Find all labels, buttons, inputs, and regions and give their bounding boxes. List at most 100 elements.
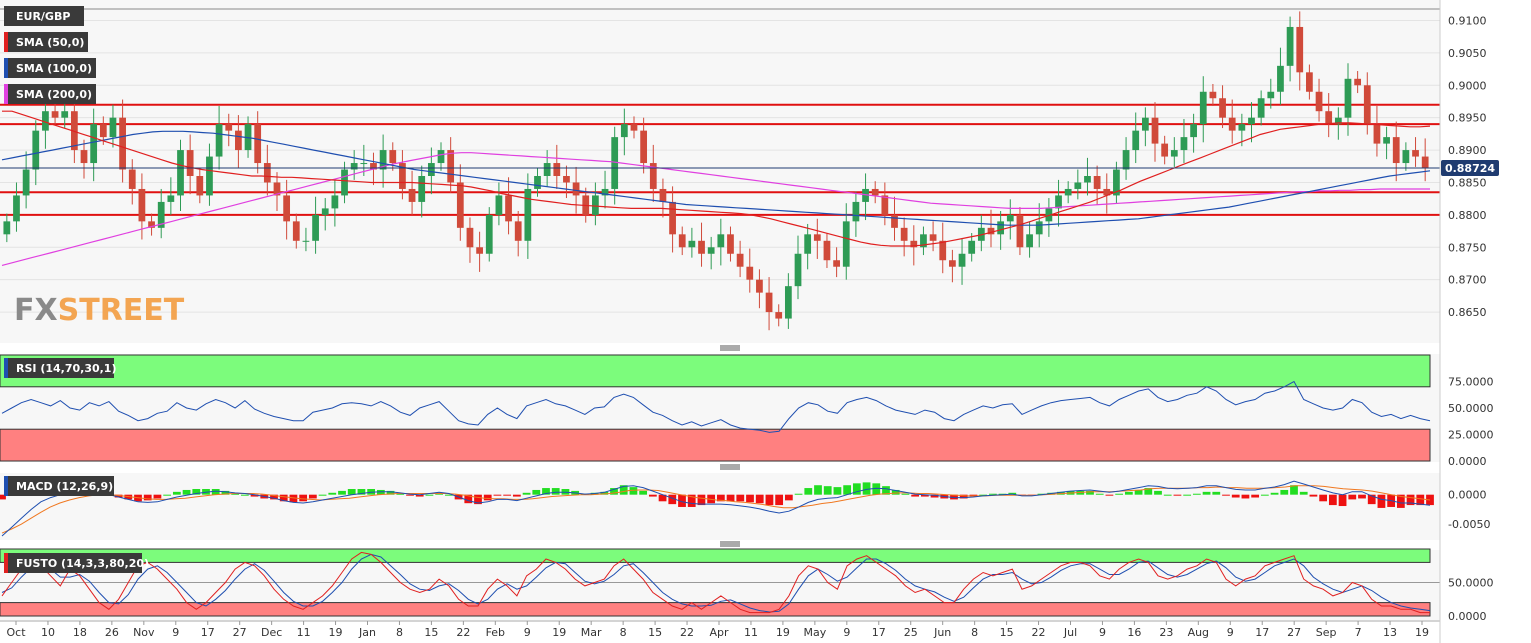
x-tick-label: 9 (524, 626, 531, 639)
macd-histogram-bar (231, 493, 240, 495)
candle-body (707, 247, 715, 254)
indicator-tag-sma50[interactable]: SMA (50,0) (4, 32, 88, 52)
candle-body (1354, 78, 1362, 86)
x-tick-label: May (803, 626, 826, 639)
candle-body (910, 240, 918, 248)
indicator-tag-fusto[interactable]: FUSTO (14,3,3,80,20) (4, 553, 149, 573)
macd-histogram-bar (639, 490, 648, 495)
candle-body (1306, 72, 1313, 92)
x-tick-label: 18 (73, 626, 87, 639)
macd-histogram-bar (1270, 492, 1279, 495)
macd-histogram-bar (814, 485, 822, 495)
macd-histogram-bar (143, 494, 152, 501)
macd-histogram-bar (1251, 494, 1260, 498)
x-tick-label: 22 (456, 626, 470, 639)
candle-body (80, 150, 88, 164)
candle-body (1074, 182, 1082, 189)
candle-body (678, 234, 686, 248)
x-tick-label: 23 (1159, 626, 1173, 639)
macd-histogram-bar (1290, 485, 1298, 495)
candle-body (649, 163, 657, 189)
indicator-tag-sma200[interactable]: SMA (200,0) (4, 84, 96, 104)
macd-histogram-bar (182, 489, 191, 495)
indicator-tag-rsi[interactable]: RSI (14,70,30,1) (4, 358, 116, 378)
macd-histogram-bar (328, 492, 337, 495)
candle-body (1151, 117, 1159, 144)
candle-body (842, 221, 850, 267)
macd-histogram-bar (619, 485, 628, 495)
macd-histogram-bar (1222, 494, 1230, 496)
x-tick-label: 11 (744, 626, 758, 639)
candle-body (1161, 143, 1169, 157)
panel-resize-handle[interactable] (720, 464, 740, 470)
candle-body (997, 221, 1005, 235)
candle-body (746, 266, 754, 280)
x-tick-label: 8 (396, 626, 403, 639)
macd-histogram-bar (270, 494, 278, 500)
macd-histogram-bar (318, 494, 327, 496)
macd-histogram-bar (726, 494, 735, 502)
candle-body (148, 221, 155, 228)
macd-histogram-bar (250, 494, 259, 497)
macd-histogram-bar (299, 494, 308, 502)
macd-histogram-bar (240, 494, 249, 496)
candle-body (813, 234, 821, 241)
indicator-color-swatch (4, 476, 8, 496)
candle-body (225, 124, 233, 131)
macd-histogram-bar (1192, 493, 1201, 495)
macd-histogram-bar (746, 494, 754, 503)
x-tick-label: 16 (1127, 626, 1141, 639)
candle-body (611, 137, 619, 189)
candle-body (70, 111, 78, 151)
candle-body (659, 188, 667, 202)
indicator-tag-sma100[interactable]: SMA (100,0) (4, 58, 96, 78)
macd-panel-bg (0, 473, 1440, 540)
fusto-panel: 50.0000 0.0000 FUSTO (14,3,3,80,20) (0, 548, 1494, 623)
macd-histogram-bar (1406, 494, 1415, 506)
macd-histogram-bar (425, 494, 434, 496)
indicator-color-swatch (4, 553, 8, 573)
panel-resize-handle[interactable] (720, 345, 740, 351)
candle-body (1055, 195, 1062, 209)
candle-body (273, 182, 281, 196)
macd-histogram-bar (1115, 493, 1124, 495)
macd-histogram-bar (629, 487, 638, 495)
candle-body (138, 188, 146, 222)
x-tick-label: Dec (261, 626, 282, 639)
price-tick-label: 0.8900 (1448, 144, 1487, 157)
macd-panel: 0.0000 -0.0050 MACD (12,26,9) (0, 473, 1490, 540)
sma100-line (1, 130, 1431, 226)
macd-histogram-bar (1173, 494, 1182, 496)
x-axis-ticks: Oct 10 18 26 Nov 9 17 27 Dec 11 19 Jan 8 15 22 Feb 9 19 Ma… (6, 621, 1429, 639)
macd-histogram-bar (1202, 491, 1211, 495)
candle-body (736, 253, 744, 267)
price-panel-bg (0, 0, 1440, 343)
macd-histogram-bar (1134, 489, 1143, 495)
candle-body (1344, 78, 1352, 118)
candle-body (968, 240, 976, 254)
candle-body (1392, 137, 1400, 164)
x-tick-label: Jun (933, 626, 951, 639)
price-panel: 0.91000.90500.90000.89500.89000.88500.88… (0, 0, 1499, 343)
macd-histogram-bar (852, 483, 861, 495)
rsi-axis-ticks: 75.0000 50.0000 25.0000 0.0000 (1448, 376, 1494, 469)
candle-body (823, 240, 831, 261)
candle-body (360, 163, 368, 165)
candle-body (119, 117, 126, 170)
candle-body (1267, 91, 1275, 99)
x-tick-label: Feb (486, 626, 505, 639)
symbol-tag[interactable]: EUR/GBP (4, 6, 84, 26)
candle-body (987, 227, 995, 235)
panel-resize-handle[interactable] (720, 541, 740, 547)
indicator-tag-macd[interactable]: MACD (12,26,9) (4, 476, 114, 496)
x-tick-label: Sep (1316, 626, 1337, 639)
candle-body (717, 234, 725, 248)
candle-body (920, 234, 927, 248)
x-tick-label: 9 (843, 626, 850, 639)
macd-axis-ticks: 0.0000 -0.0050 (1448, 489, 1490, 532)
rsi-tick-label: 75.0000 (1448, 376, 1494, 389)
candle-body (669, 201, 676, 235)
x-tick-label: 26 (105, 626, 119, 639)
macd-histogram-bar (1319, 494, 1328, 502)
candle-body (1113, 169, 1120, 196)
